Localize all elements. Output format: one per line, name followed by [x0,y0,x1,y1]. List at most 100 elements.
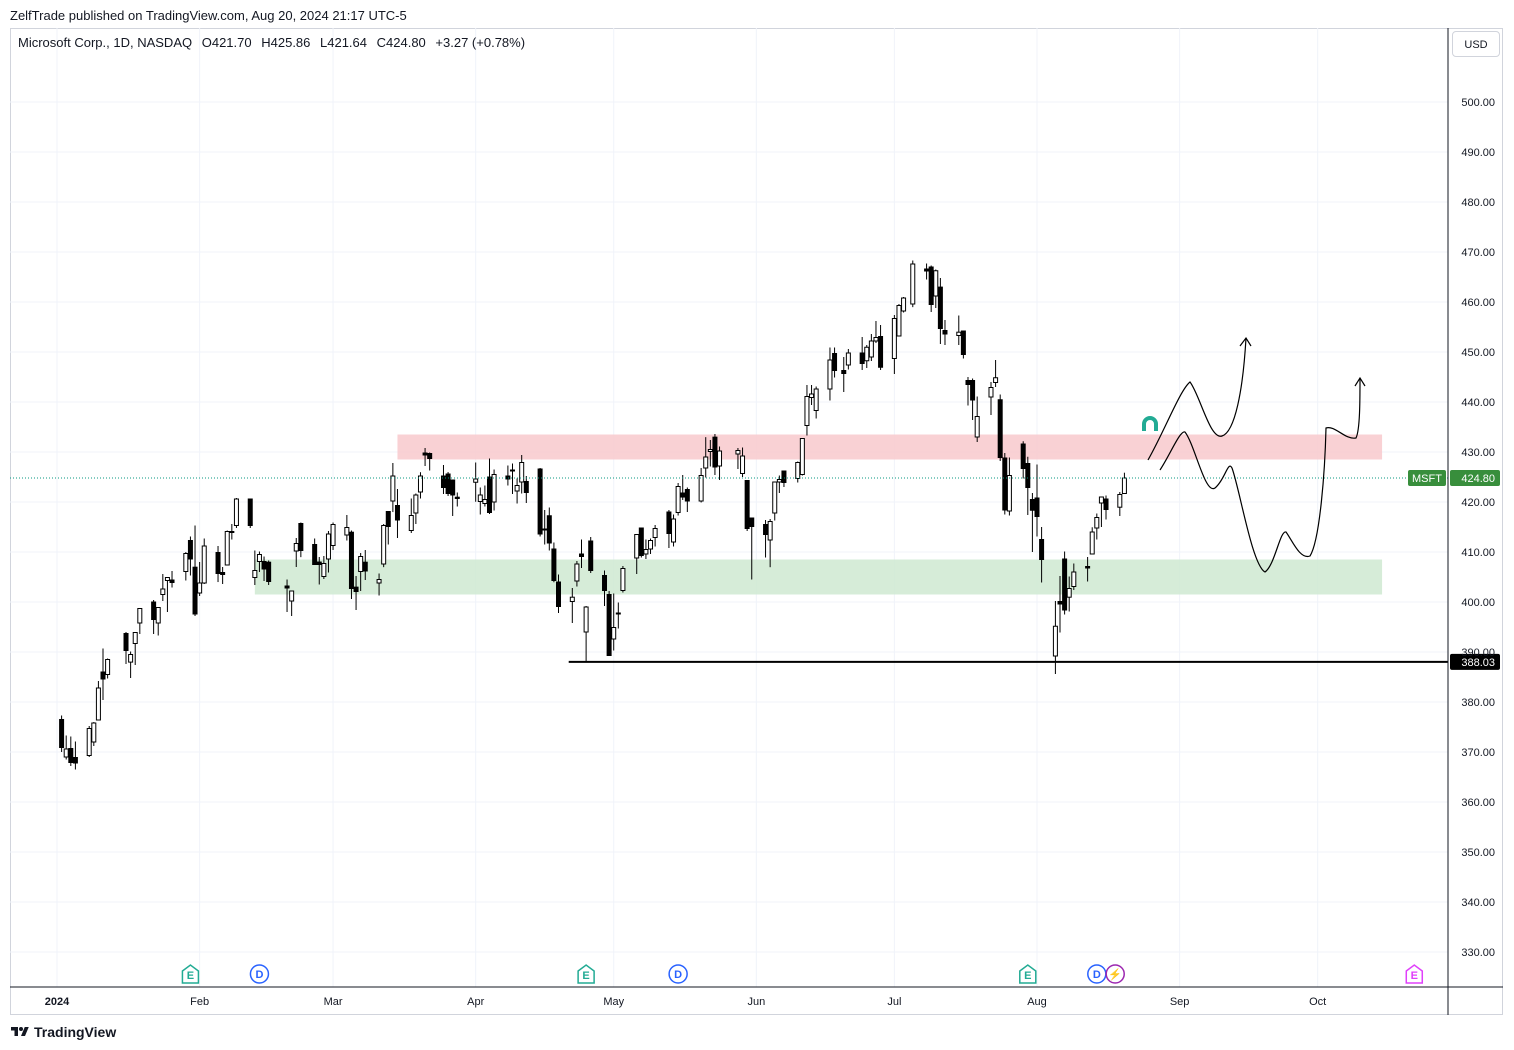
y-tick-label: 400.00 [1461,597,1495,609]
candle [358,553,364,591]
y-tick-label: 350.00 [1461,847,1495,859]
axes: 330.00 340.00 350.00 360.00 370.00 380.00 390.… [10,28,1503,1015]
candle [542,510,548,545]
candle [537,468,543,537]
candle [1020,441,1026,479]
earnings-marker-icon[interactable]: E [1019,964,1037,984]
x-tick-label: Aug [1027,996,1047,1008]
event-markers[interactable]: E D E D E D ⚡ E [181,964,1424,984]
candle [1029,493,1035,552]
candle [1002,453,1008,515]
candle [132,632,138,665]
candle [804,385,810,436]
candle [1071,563,1077,590]
earnings-marker-icon[interactable]: E [577,964,595,984]
candle [293,538,299,567]
candle [772,481,778,521]
x-tick-label: Oct [1309,996,1326,1008]
last-price-value: 424.80 [1461,473,1495,485]
candle [229,524,235,540]
candle [997,394,1003,461]
tradingview-brand[interactable]: TradingView [10,1024,116,1040]
candle [473,462,479,502]
dividend-marker-icon[interactable]: D [1087,964,1107,984]
candle [390,463,396,513]
candle [450,479,456,516]
candle [602,570,608,606]
published-caption: ZelfTrade published on TradingView.com, … [10,8,407,23]
candle [509,463,515,494]
y-tick-label: 500.00 [1461,97,1495,109]
candle [312,538,318,565]
candle [1085,557,1091,582]
grid [10,28,1448,987]
candle [68,736,74,766]
candle [1039,527,1045,583]
y-tick-label: 460.00 [1461,297,1495,309]
y-tick-label: 450.00 [1461,347,1495,359]
candle [974,396,980,442]
candle [1025,456,1031,515]
x-tick-label: Mar [324,996,343,1008]
support-price-label: 388.03 [1450,653,1500,670]
candle [827,347,833,401]
symbol-legend: Microsoft Corp., 1D, NASDAQ O421.70 H425… [18,35,531,50]
event-marker-label: D [674,969,682,981]
candle [123,632,129,664]
earnings-marker-icon[interactable]: E [181,964,200,984]
candle [781,470,787,487]
candle [942,320,948,345]
candle [137,608,143,634]
currency-button[interactable]: USD [1452,31,1500,57]
dividend-marker-icon[interactable]: D [249,964,270,984]
candle [128,651,134,678]
candle [740,447,746,477]
candle [100,648,106,700]
candle [59,715,65,752]
split-marker-icon[interactable]: ⚡ [1105,964,1125,984]
overlays: MSFT 424.80 388.03 [10,336,1500,670]
dividend-marker-icon[interactable]: D [668,964,688,984]
y-tick-label: 440.00 [1461,397,1495,409]
tradingview-logo-icon [11,1027,29,1036]
magnet-icon [1142,416,1158,431]
candle [187,536,193,576]
candle [289,590,295,616]
candle [491,469,497,511]
candle [749,517,755,580]
candle [91,722,97,746]
candle [151,600,157,634]
candle [795,461,801,483]
candle [183,552,189,581]
candle [1117,492,1123,516]
candle [385,511,391,545]
symbol-tag-label: MSFT [1412,473,1442,485]
candle [86,726,92,757]
candle [763,520,769,558]
candle [868,334,874,361]
candle [192,525,198,616]
event-marker-label: E [1411,970,1418,982]
candle [413,493,419,524]
x-tick-label: 2024 [45,996,70,1008]
candle [381,524,387,568]
x-tick-label: Feb [190,996,209,1008]
candle [717,446,723,480]
candle [247,498,253,528]
event-marker-label: E [582,970,589,982]
candle [1089,527,1095,555]
y-tick-label: 390.00 [1461,647,1495,659]
candle [486,458,492,514]
candle [703,437,709,478]
candle [63,735,69,760]
candle [910,260,916,308]
candle [684,487,690,512]
y-tick-label: 340.00 [1461,897,1495,909]
candle [680,475,686,500]
earnings-marker-icon[interactable]: E [1405,964,1424,984]
candle [933,269,939,308]
candle [551,542,557,583]
candle [845,349,851,370]
candle [579,539,585,568]
